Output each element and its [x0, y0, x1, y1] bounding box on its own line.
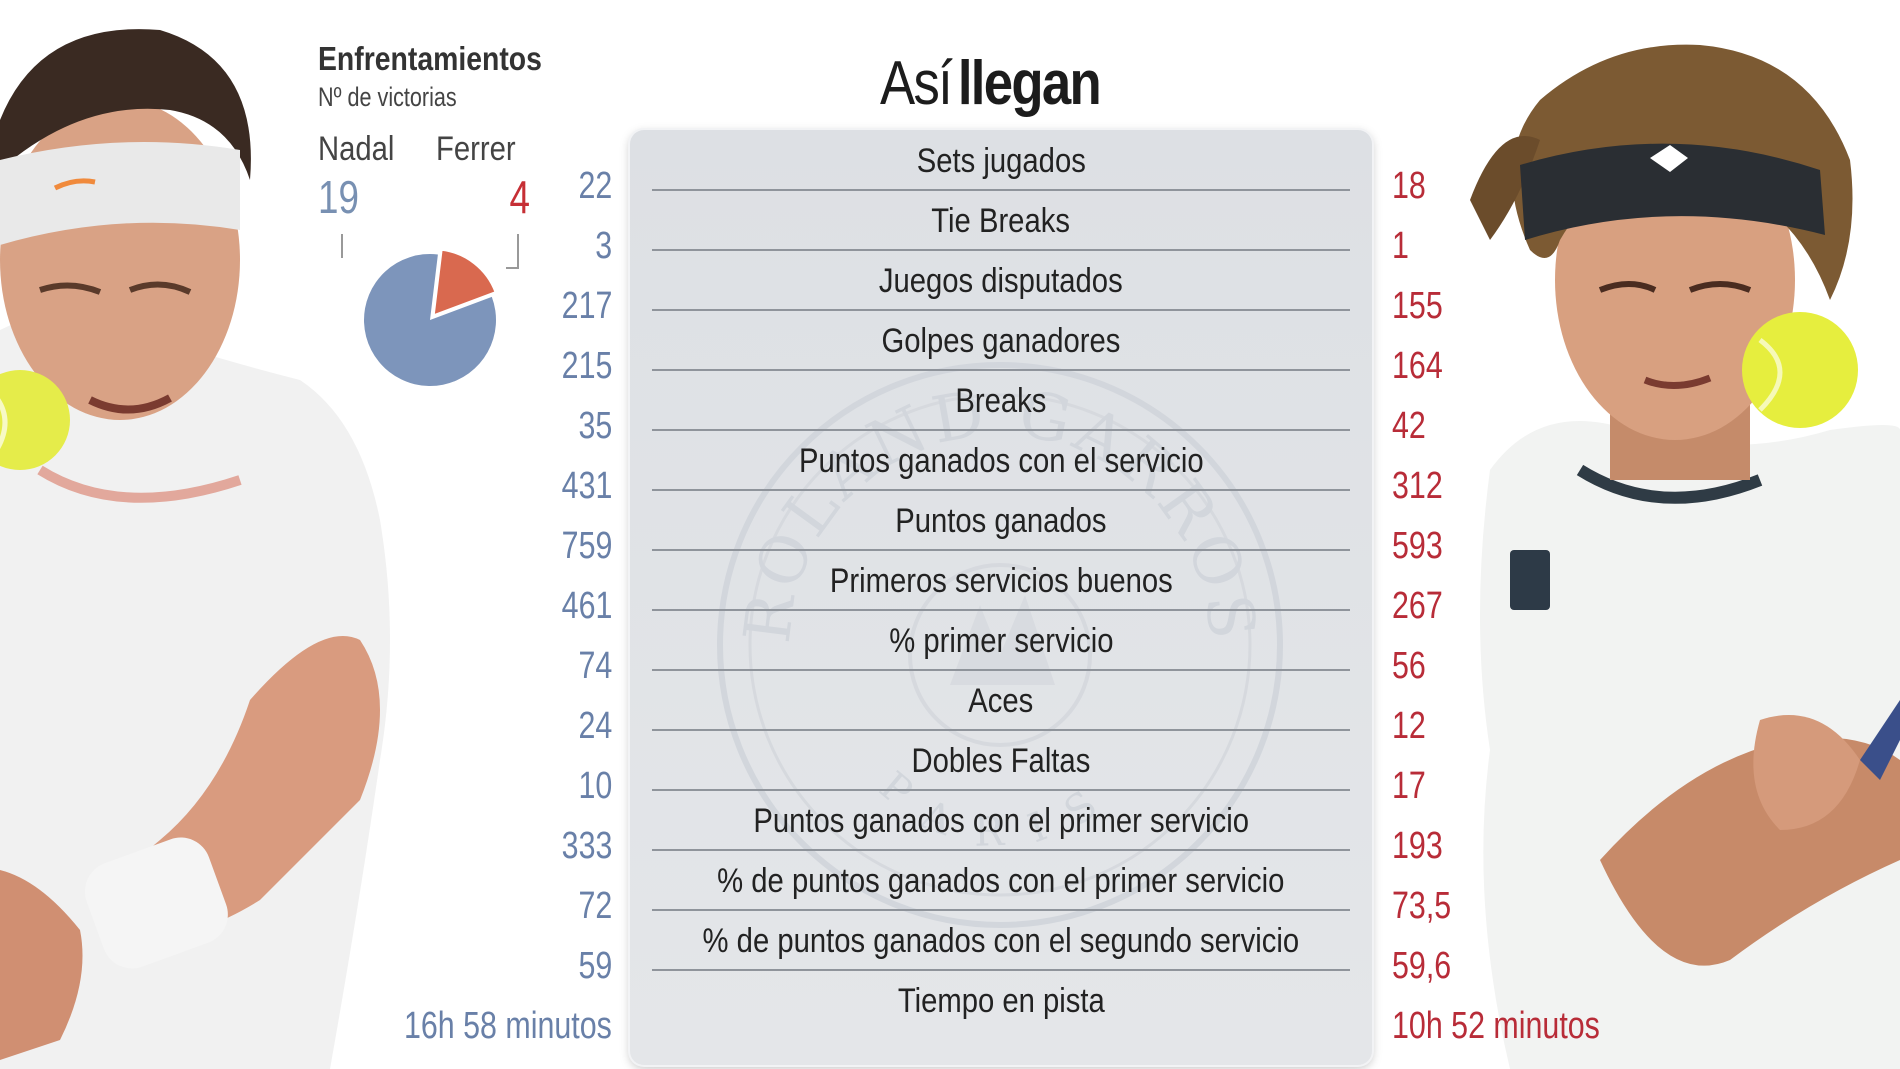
roland-garros-watermark: ROLAND GARROS PARIS [717, 362, 1283, 928]
ferrer-stat-value: 164 [1392, 345, 1443, 387]
nadal-stat-value: 759 [561, 525, 612, 567]
stat-label: Tiempo en pista [897, 982, 1105, 1020]
row-divider [652, 609, 1350, 611]
h2h-pie-chart [341, 234, 519, 386]
h2h-name-ferrer: Ferrer [436, 130, 516, 168]
stat-row: Sets jugados [630, 130, 1372, 191]
nadal-stat-value: 461 [561, 585, 612, 627]
stat-label: Tie Breaks [931, 202, 1071, 240]
row-divider [652, 369, 1350, 371]
nadal-stat-value: 333 [561, 825, 612, 867]
stat-label: % de puntos ganados con el primer servic… [717, 862, 1285, 900]
stat-row: Breaks [630, 370, 1372, 431]
row-divider [652, 249, 1350, 251]
stat-row: % de puntos ganados con el segundo servi… [630, 910, 1372, 971]
nadal-photo [0, 29, 390, 1069]
ferrer-stat-value: 267 [1392, 585, 1443, 627]
stat-row: Tie Breaks [630, 190, 1372, 251]
stat-label: Puntos ganados [895, 502, 1107, 540]
nadal-stat-value: 215 [561, 345, 612, 387]
nadal-stat-value: 35 [578, 405, 612, 447]
row-divider [652, 849, 1350, 851]
stat-row: Juegos disputados [630, 250, 1372, 311]
ferrer-stat-value: 10h 52 minutos [1392, 1005, 1600, 1047]
row-divider [652, 489, 1350, 491]
ferrer-stat-value: 17 [1392, 765, 1426, 807]
stat-row: Puntos ganados [630, 490, 1372, 551]
nadal-stat-value: 10 [578, 765, 612, 807]
stat-row: Tiempo en pista [630, 970, 1372, 1030]
ferrer-stat-value: 193 [1392, 825, 1443, 867]
stat-row: % primer servicio [630, 610, 1372, 671]
title-part-2: llegan [957, 49, 1102, 118]
nadal-stat-value: 74 [578, 645, 612, 687]
pie-leader-right [506, 234, 519, 269]
nadal-stat-value: 22 [578, 165, 612, 207]
ferrer-stat-value: 73,5 [1392, 885, 1452, 927]
ferrer-stat-value: 59,6 [1392, 945, 1452, 987]
nadal-stat-value: 24 [578, 705, 612, 747]
nadal-stat-value: 217 [561, 285, 612, 327]
stat-row: Dobles Faltas [630, 730, 1372, 791]
stat-row: Puntos ganados con el primer servicio [630, 790, 1372, 851]
stats-board: ROLAND GARROS PARIS Sets jugados Tie Bre… [630, 130, 1372, 1065]
stat-row: Golpes ganadores [630, 310, 1372, 371]
nadal-stat-value: 72 [578, 885, 612, 927]
ferrer-photo [1470, 44, 1900, 1069]
nadal-stat-value: 16h 58 minutos [404, 1005, 612, 1047]
stat-label: Puntos ganados con el primer servicio [753, 802, 1249, 840]
stat-row: Primeros servicios buenos [630, 550, 1372, 611]
row-divider [652, 729, 1350, 731]
stat-label: Primeros servicios buenos [829, 562, 1173, 600]
stat-label: Aces [968, 682, 1034, 720]
ferrer-stat-value: 155 [1392, 285, 1443, 327]
row-divider [652, 189, 1350, 191]
h2h-name-nadal: Nadal [318, 130, 395, 168]
stat-label: % primer servicio [888, 622, 1114, 660]
ferrer-stat-value: 42 [1392, 405, 1426, 447]
ferrer-stat-value: 12 [1392, 705, 1426, 747]
row-divider [652, 309, 1350, 311]
nadal-stat-value: 431 [561, 465, 612, 507]
h2h-title: Enfrentamientos [318, 40, 542, 77]
stat-label: Golpes ganadores [881, 322, 1121, 360]
ferrer-stat-value: 593 [1392, 525, 1443, 567]
row-divider [652, 549, 1350, 551]
ferrer-stat-value: 1 [1392, 225, 1409, 267]
ferrer-stat-value: 18 [1392, 165, 1426, 207]
h2h-subtitle: Nº de victorias [318, 82, 457, 112]
ferrer-stat-value: 312 [1392, 465, 1443, 507]
nadal-stat-value: 59 [578, 945, 612, 987]
row-divider [652, 429, 1350, 431]
stat-label: Dobles Faltas [911, 742, 1091, 780]
stat-label: % de puntos ganados con el segundo servi… [702, 922, 1300, 960]
page-title: Así llegan [880, 48, 1102, 119]
pie-slice-ferrer [432, 248, 497, 317]
row-divider [652, 909, 1350, 911]
stat-label: Puntos ganados con el servicio [798, 442, 1204, 480]
row-divider [652, 969, 1350, 971]
stat-label: Breaks [955, 382, 1047, 420]
stat-row: Puntos ganados con el servicio [630, 430, 1372, 491]
pie-slice-nadal [364, 254, 496, 386]
row-divider [652, 669, 1350, 671]
stat-row: % de puntos ganados con el primer servic… [630, 850, 1372, 911]
stat-row: Aces [630, 670, 1372, 731]
h2h-wins-nadal: 19 [318, 171, 359, 223]
stat-label: Juegos disputados [879, 262, 1123, 300]
nadal-stat-value: 3 [595, 225, 612, 267]
row-divider [652, 789, 1350, 791]
ferrer-stat-value: 56 [1392, 645, 1426, 687]
h2h-wins-ferrer: 4 [509, 171, 530, 223]
title-part-1: Así [880, 49, 953, 118]
stat-label: Sets jugados [916, 142, 1086, 180]
